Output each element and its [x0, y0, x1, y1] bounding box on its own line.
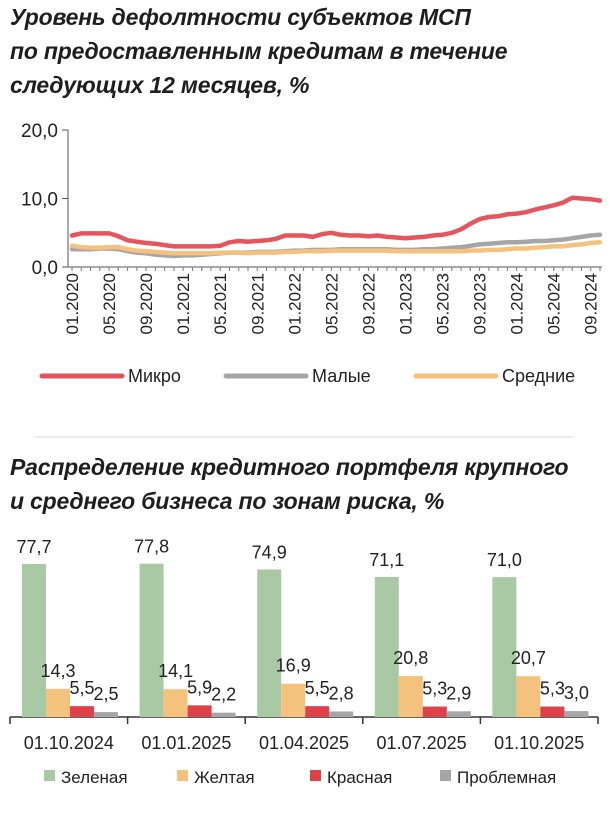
chart1-title-line-2: по предоставленным кредитам в течение — [10, 38, 508, 64]
chart1-title: Уровень дефолтности субъектов МСП по пре… — [10, 0, 508, 102]
bar-Зеленая-01.07.2025 — [374, 576, 399, 717]
chart2-title-line-2: и среднего бизнеса по зонам риска, % — [10, 488, 445, 514]
x-tick-label: 05.2022 — [322, 273, 341, 334]
bar-Желтая-01.10.2024 — [46, 688, 70, 717]
legend-label-Красная: Красная — [327, 768, 392, 787]
legend-label-Зеленая: Зеленая — [61, 768, 128, 787]
bar-Проблемная-01.10.2025 — [564, 711, 589, 717]
data-label-Красная-01.07.2025: 5,3 — [422, 679, 447, 699]
data-label-Красная-01.04.2025: 5,5 — [305, 678, 330, 698]
data-label-Проблемная-01.07.2025: 2,9 — [446, 683, 471, 703]
data-label-Зеленая-01.04.2025: 74,9 — [252, 542, 287, 562]
data-label-Зеленая-01.10.2024: 77,7 — [16, 537, 51, 557]
data-label-Красная-01.01.2025: 5,9 — [187, 677, 212, 697]
bar-Красная-01.01.2025 — [187, 705, 212, 717]
data-label-Зеленая-01.07.2025: 71,1 — [369, 550, 404, 570]
x-tick-label: 01.2022 — [285, 273, 304, 334]
x-tick-label: 05.2020 — [100, 273, 119, 334]
data-label-Зеленая-01.10.2025: 71,0 — [487, 550, 522, 570]
legend-label-Средние: Средние — [502, 366, 575, 386]
risk-zone-bar-chart: 77,714,35,52,501.10.202477,814,15,92,201… — [9, 537, 599, 787]
bar-Желтая-01.04.2025 — [281, 683, 306, 717]
chart1-title-line-3: следующих 12 месяцев, % — [10, 72, 310, 98]
bar-Проблемная-01.04.2025 — [329, 711, 354, 717]
data-label-Проблемная-01.10.2024: 2,5 — [93, 684, 118, 704]
bar-Красная-01.10.2024 — [70, 706, 94, 717]
bar-Красная-01.10.2025 — [540, 706, 565, 717]
category-label: 01.07.2025 — [377, 733, 467, 753]
bar-Зеленая-01.04.2025 — [257, 569, 282, 717]
legend-swatch-Желтая — [177, 770, 188, 781]
section-divider — [34, 436, 574, 438]
chart2-title-line-1: Распределение кредитного портфеля крупно… — [10, 454, 569, 480]
x-tick-label: 05.2023 — [434, 273, 453, 334]
data-label-Желтая-01.04.2025: 16,9 — [276, 656, 311, 676]
x-tick-label: 01.2023 — [396, 273, 415, 334]
bar-Проблемная-01.10.2024 — [94, 712, 118, 717]
category-label: 01.01.2025 — [141, 733, 231, 753]
x-tick-label: 01.2024 — [508, 273, 527, 334]
x-tick-label: 09.2023 — [471, 273, 490, 334]
data-label-Проблемная-01.04.2025: 2,8 — [329, 683, 354, 703]
series-line-Средние — [69, 240, 603, 256]
chart2-title: Распределение кредитного портфеля крупно… — [10, 450, 569, 518]
legend-swatch-Зеленая — [44, 770, 55, 781]
x-tick-label: 09.2022 — [359, 273, 378, 334]
bar-Проблемная-01.07.2025 — [446, 711, 471, 717]
data-label-Желтая-01.01.2025: 14,1 — [158, 661, 193, 681]
bar-Желтая-01.10.2025 — [516, 676, 541, 717]
y-tick-label: 0,0 — [32, 258, 58, 279]
bar-Зеленая-01.10.2025 — [492, 577, 517, 717]
y-tick-label: 20,0 — [21, 121, 58, 142]
data-label-Красная-01.10.2025: 5,3 — [540, 679, 565, 699]
y-tick-label: 10,0 — [21, 190, 58, 211]
x-tick-label: 05.2021 — [211, 273, 230, 334]
bar-Желтая-01.07.2025 — [398, 676, 423, 717]
category-label: 01.10.2025 — [494, 733, 584, 753]
bar-Желтая-01.01.2025 — [163, 689, 188, 717]
data-label-Желтая-01.07.2025: 20,8 — [393, 648, 428, 668]
legend-label-Малые: Малые — [312, 366, 371, 386]
series-line-Микро — [69, 195, 603, 249]
data-label-Желтая-01.10.2024: 14,3 — [40, 661, 75, 681]
x-tick-label: 09.2020 — [137, 273, 156, 334]
x-tick-label: 09.2021 — [248, 273, 267, 334]
legend-swatch-Проблемная — [440, 770, 451, 781]
x-tick-label: 01.2021 — [174, 273, 193, 334]
bar-Зеленая-01.10.2024 — [22, 563, 46, 717]
data-label-Желтая-01.10.2025: 20,7 — [511, 648, 546, 668]
bar-Красная-01.04.2025 — [305, 706, 330, 717]
legend-swatch-Красная — [310, 770, 321, 781]
category-label: 01.10.2024 — [24, 733, 114, 753]
bar-Проблемная-01.01.2025 — [211, 712, 236, 717]
data-label-Зеленая-01.01.2025: 77,8 — [134, 537, 169, 557]
legend-label-Проблемная: Проблемная — [457, 768, 556, 787]
x-tick-label: 09.2024 — [582, 273, 601, 334]
data-label-Проблемная-01.01.2025: 2,2 — [211, 685, 236, 705]
chart1-title-line-1: Уровень дефолтности субъектов МСП — [10, 4, 471, 30]
x-tick-label: 01.2020 — [63, 273, 82, 334]
data-label-Проблемная-01.10.2025: 3,0 — [564, 683, 589, 703]
data-label-Красная-01.10.2024: 5,5 — [69, 678, 94, 698]
legend-label-Желтая: Желтая — [194, 768, 255, 787]
default-rate-line-chart: 20,0 10,0 0,0 01.2020 05.2020 09.2020 01.2021 0… — [21, 121, 603, 386]
x-tick-label: 05.2024 — [545, 273, 564, 334]
bar-Зеленая-01.01.2025 — [139, 563, 164, 717]
legend-label-Микро: Микро — [128, 366, 181, 386]
bar-Красная-01.07.2025 — [422, 706, 447, 717]
category-label: 01.04.2025 — [259, 733, 349, 753]
